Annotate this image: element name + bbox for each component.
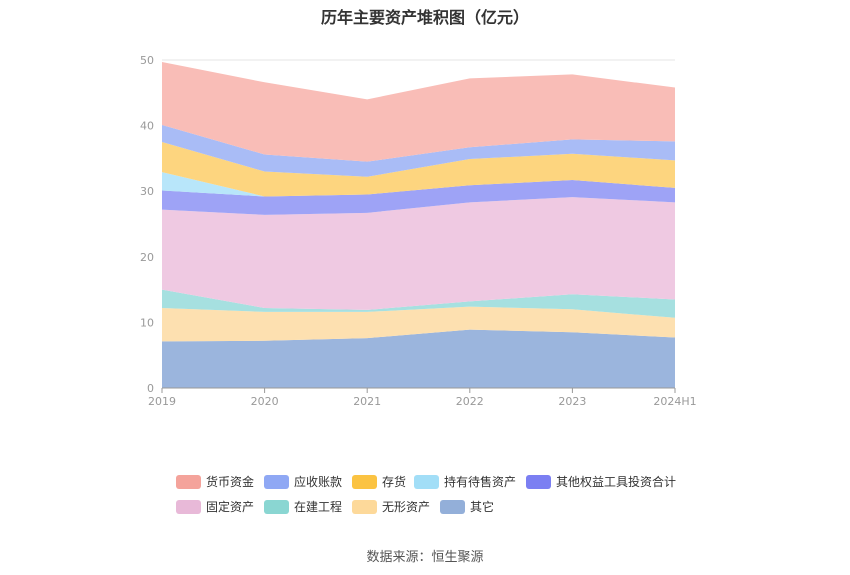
area-series bbox=[162, 306, 675, 342]
y-tick-label: 10 bbox=[140, 316, 154, 329]
x-tick-label: 2020 bbox=[251, 395, 279, 408]
legend-swatch bbox=[414, 474, 439, 489]
data-source: 数据来源：恒生聚源 bbox=[366, 550, 484, 565]
legend-swatch bbox=[264, 499, 289, 514]
legend-swatch bbox=[176, 499, 201, 514]
area-series bbox=[162, 61, 675, 162]
legend-item-intangible[interactable]: 无形资产 bbox=[352, 498, 430, 515]
x-tick-label: 2024H1 bbox=[653, 395, 696, 408]
legend-item-construction[interactable]: 在建工程 bbox=[264, 498, 342, 515]
y-tick-label: 30 bbox=[140, 185, 154, 198]
area-series bbox=[162, 329, 675, 388]
x-tick-label: 2022 bbox=[456, 395, 484, 408]
legend-swatch bbox=[440, 499, 465, 514]
legend-item-held-for-sale[interactable]: 持有待售资产 bbox=[414, 473, 516, 490]
legend-swatch bbox=[352, 474, 377, 489]
x-tick-label: 2021 bbox=[353, 395, 381, 408]
x-tick-label: 2023 bbox=[558, 395, 586, 408]
legend-label: 存货 bbox=[382, 475, 407, 489]
legend-label: 货币资金 bbox=[206, 475, 255, 489]
legend-item-other[interactable]: 其它 bbox=[440, 498, 494, 515]
x-tick-label: 2019 bbox=[148, 395, 176, 408]
legend-label: 持有待售资产 bbox=[444, 475, 517, 489]
legend-label: 在建工程 bbox=[294, 500, 343, 514]
area-series bbox=[162, 180, 675, 215]
legend-label: 固定资产 bbox=[206, 500, 255, 514]
stacked-area-chart: 0 10 20 30 40 50 2019 2020 2021 2022 2023 2024H1 bbox=[140, 54, 697, 408]
area-series bbox=[162, 142, 675, 197]
legend-swatch bbox=[526, 474, 551, 489]
legend-swatch bbox=[176, 474, 201, 489]
legend-swatch bbox=[264, 474, 289, 489]
chart-title: 历年主要资产堆积图（亿元） bbox=[320, 8, 529, 27]
legend-swatch bbox=[352, 499, 377, 514]
area-series bbox=[162, 289, 675, 318]
legend-item-cash[interactable]: 货币资金 bbox=[176, 473, 254, 490]
legend-item-equity-investments[interactable]: 其他权益工具投资合计 bbox=[526, 473, 676, 490]
legend-item-fixed-assets[interactable]: 固定资产 bbox=[176, 498, 254, 515]
legend-label: 其它 bbox=[470, 500, 495, 514]
legend-label: 无形资产 bbox=[382, 500, 431, 514]
legend-label: 应收账款 bbox=[294, 475, 343, 489]
area-series bbox=[162, 124, 675, 177]
y-tick-label: 20 bbox=[140, 251, 154, 264]
legend-label: 其他权益工具投资合计 bbox=[556, 475, 677, 489]
y-tick-label: 50 bbox=[140, 54, 154, 67]
area-series bbox=[162, 197, 675, 310]
legend-item-inventory[interactable]: 存货 bbox=[352, 473, 406, 490]
legend-item-receivables[interactable]: 应收账款 bbox=[264, 473, 342, 490]
y-tick-label: 0 bbox=[147, 382, 154, 395]
y-tick-label: 40 bbox=[140, 120, 154, 133]
